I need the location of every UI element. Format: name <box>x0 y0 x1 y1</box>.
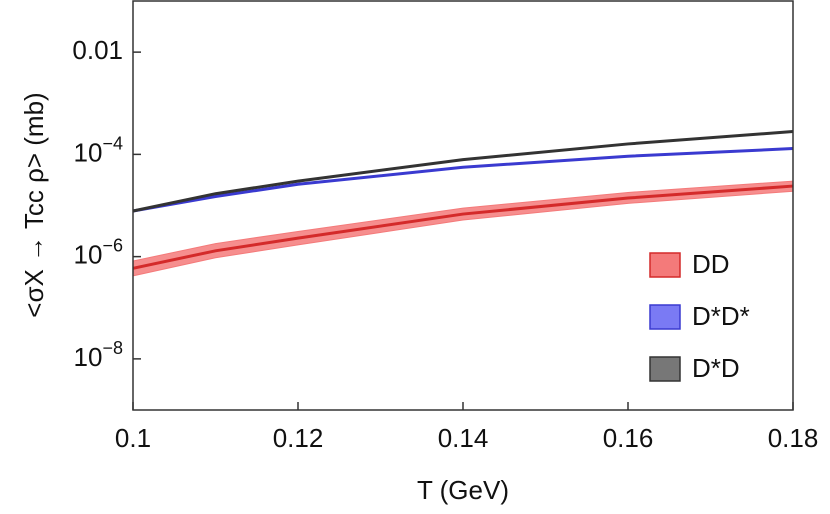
x-tick-label: 0.14 <box>438 423 489 453</box>
x-tick-label: 0.16 <box>603 423 654 453</box>
y-tick-label: 10−4 <box>74 133 123 167</box>
legend-swatch <box>649 304 681 330</box>
series-line <box>132 130 794 213</box>
y-axis-label: <σX → Tcc ρ> (mb) <box>19 92 49 317</box>
x-axis-label: T (GeV) <box>417 475 509 505</box>
y-tick-label: 0.01 <box>72 35 123 65</box>
legend-label: D*D* <box>692 301 750 331</box>
plot-frame <box>132 0 794 411</box>
y-tick-label: 10−6 <box>74 235 123 269</box>
x-tick-label: 0.12 <box>273 423 324 453</box>
legend-label: D*D <box>692 353 740 383</box>
legend-swatch <box>649 356 681 382</box>
series-line <box>132 147 794 213</box>
series-line <box>132 184 794 270</box>
legend-label: DD <box>692 249 730 279</box>
y-tick-label: 10−8 <box>74 338 123 372</box>
legend-swatch <box>649 252 681 278</box>
x-tick-label: 0.1 <box>115 423 151 453</box>
x-tick-label: 0.18 <box>768 423 819 453</box>
